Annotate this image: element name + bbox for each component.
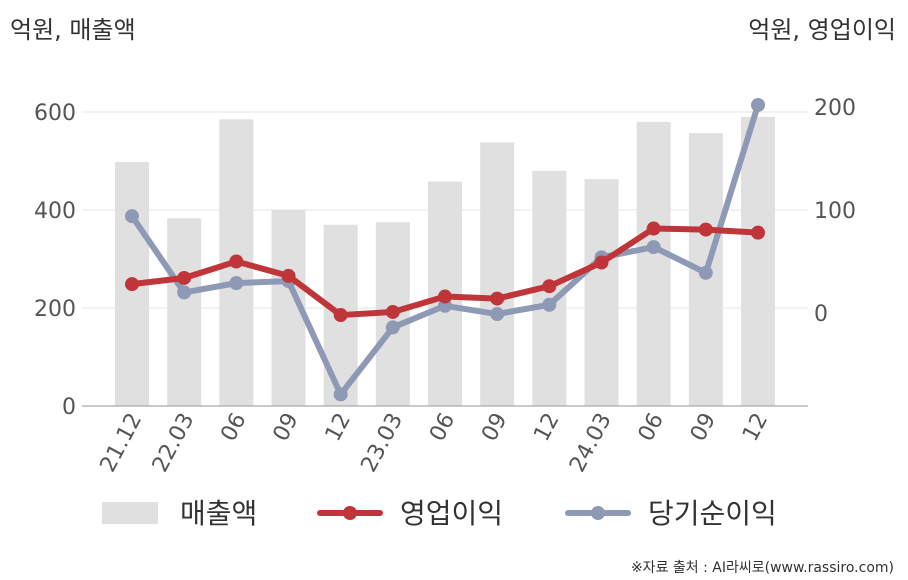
x-tick-label: 22.03 bbox=[148, 409, 200, 476]
point-operating-profit bbox=[333, 308, 348, 323]
right-axis-unit: 억원, 영업이익 bbox=[748, 16, 896, 44]
legend-label-net-income: 당기순이익 bbox=[648, 497, 777, 530]
point-operating-profit bbox=[281, 268, 296, 283]
point-net-income bbox=[125, 209, 139, 224]
legend-swatch-revenue bbox=[102, 502, 158, 524]
x-tick-label: 12 bbox=[529, 409, 564, 445]
legend-marker-net-income bbox=[591, 506, 605, 520]
source-note: ※자료 출처 : AI라씨로(www.rassiro.com) bbox=[631, 560, 894, 576]
bar-revenue bbox=[584, 179, 619, 406]
bar-revenue bbox=[167, 218, 202, 406]
point-operating-profit bbox=[698, 222, 713, 237]
point-net-income bbox=[542, 297, 557, 312]
legend: 매출액 영업이익 당기순이익 bbox=[102, 497, 777, 530]
left-tick-label: 0 bbox=[62, 395, 76, 420]
x-tick-label: 09 bbox=[686, 409, 721, 445]
legend-marker-operating-profit bbox=[343, 506, 357, 520]
x-tick-label: 23.03 bbox=[356, 409, 408, 476]
x-tick-label: 06 bbox=[216, 409, 251, 445]
point-net-income bbox=[385, 320, 400, 335]
left-tick-label: 200 bbox=[34, 297, 76, 322]
x-tick-label: 24.03 bbox=[565, 409, 617, 476]
x-tick-label: 21.12 bbox=[96, 409, 148, 476]
point-net-income bbox=[229, 276, 244, 291]
left-tick-label: 600 bbox=[34, 101, 76, 126]
point-net-income bbox=[490, 307, 505, 322]
legend-label-revenue: 매출액 bbox=[180, 497, 257, 530]
x-tick-label: 09 bbox=[477, 409, 512, 445]
point-operating-profit bbox=[385, 304, 400, 319]
x-tick-label: 06 bbox=[634, 409, 669, 445]
point-operating-profit bbox=[490, 291, 505, 306]
point-net-income bbox=[333, 387, 348, 402]
left-tick-label: 400 bbox=[34, 199, 76, 224]
right-tick-label: 200 bbox=[814, 96, 856, 121]
lines bbox=[125, 97, 765, 402]
point-operating-profit bbox=[229, 254, 244, 269]
point-net-income bbox=[646, 240, 661, 255]
left-axis-unit: 억원, 매출액 bbox=[10, 16, 136, 44]
x-tick-label: 12 bbox=[321, 409, 356, 445]
bar-revenue bbox=[741, 116, 775, 407]
legend-label-operating-profit: 영업이익 bbox=[400, 497, 503, 530]
point-operating-profit bbox=[751, 225, 765, 240]
bar-revenue bbox=[636, 121, 671, 407]
point-operating-profit bbox=[646, 221, 661, 236]
x-tick-label: 12 bbox=[738, 409, 773, 445]
point-operating-profit bbox=[125, 277, 139, 292]
bar-revenue bbox=[480, 142, 515, 406]
right-tick-label: 0 bbox=[814, 302, 828, 327]
point-operating-profit bbox=[594, 255, 609, 270]
x-tick-label: 06 bbox=[425, 409, 460, 445]
point-operating-profit bbox=[542, 279, 557, 294]
x-tick-label: 09 bbox=[269, 409, 304, 445]
bars bbox=[115, 116, 775, 407]
right-tick-label: 100 bbox=[814, 199, 856, 224]
point-net-income bbox=[751, 97, 765, 112]
point-net-income bbox=[177, 285, 192, 300]
point-operating-profit bbox=[438, 289, 452, 304]
point-net-income bbox=[698, 265, 713, 280]
point-operating-profit bbox=[177, 270, 192, 285]
